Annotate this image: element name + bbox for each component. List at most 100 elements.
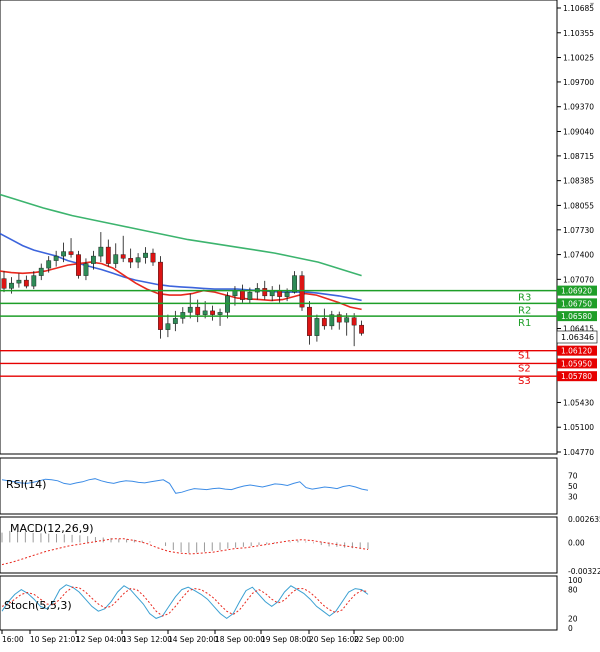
macd-axis-ticks: 0.002635 0.00 -0.00322 bbox=[568, 515, 600, 576]
stoch-tick-label: 20 bbox=[568, 614, 578, 623]
bear-candle bbox=[359, 324, 364, 334]
price-tick-label: 1.08055 bbox=[563, 201, 594, 210]
time-tick-label: 14 Sep 20:00 bbox=[168, 635, 218, 644]
price-tick-label: 1.06415 bbox=[563, 325, 594, 334]
price-tick-label: 1.05100 bbox=[563, 423, 594, 432]
bear-candle bbox=[120, 254, 126, 259]
price-pane-frame bbox=[0, 0, 558, 455]
rsi-tick-label: 50 bbox=[568, 482, 578, 491]
price-tick-label: 1.10025 bbox=[563, 54, 594, 63]
bull-candle bbox=[187, 306, 193, 313]
bear-candle bbox=[307, 306, 312, 336]
price-tick-label: 1.04770 bbox=[563, 448, 594, 457]
bull-candle bbox=[46, 260, 52, 269]
bear-candle bbox=[351, 317, 357, 326]
price-pane[interactable]: 1.10685 1.10355 1.10025 1.09700 1.09370 1.090… bbox=[0, 0, 598, 457]
level-price-label: 1.05780 bbox=[561, 372, 592, 381]
macd-histogram bbox=[1, 530, 369, 554]
ma-slow-line bbox=[0, 193, 362, 277]
bear-candle bbox=[150, 252, 156, 263]
bear-candle bbox=[105, 246, 111, 264]
time-tick-label: 20 Sep 16:00 bbox=[309, 635, 359, 644]
bull-candle bbox=[53, 255, 59, 261]
level-price-label: 1.05950 bbox=[561, 359, 592, 368]
bull-candle bbox=[98, 246, 104, 257]
bear-candle bbox=[336, 314, 342, 323]
level-price-label: 1.06120 bbox=[561, 347, 592, 356]
price-tick-label: 1.09370 bbox=[563, 103, 594, 112]
bear-candle bbox=[262, 288, 268, 297]
bull-candle bbox=[180, 312, 186, 319]
macd-pane[interactable]: 0.002635 0.00 -0.00322 MACD(12,26,9) bbox=[0, 515, 600, 576]
bear-candle bbox=[321, 318, 327, 327]
price-tick-label: 1.08385 bbox=[563, 177, 594, 186]
price-tick-label: 1.07070 bbox=[563, 275, 594, 284]
macd-signal-line bbox=[1, 538, 369, 566]
stoch-tick-label: 80 bbox=[568, 586, 578, 595]
macd-tick-label: 0.002635 bbox=[568, 515, 600, 524]
level-name-s2: S2 bbox=[518, 363, 531, 374]
price-tick-label: 1.10685 bbox=[563, 4, 594, 13]
bull-candle bbox=[143, 252, 148, 258]
stoch-pane-frame bbox=[0, 575, 558, 631]
price-tick-label: 1.05430 bbox=[563, 398, 594, 407]
rsi-line bbox=[1, 478, 369, 494]
price-tick-label: 1.10355 bbox=[563, 29, 594, 38]
bull-candle bbox=[247, 291, 253, 300]
stoch-tick-label: 0 bbox=[568, 624, 573, 633]
bull-candle bbox=[61, 251, 67, 257]
bull-candle bbox=[83, 263, 89, 276]
bear-candle bbox=[239, 290, 245, 300]
bear-candle bbox=[158, 261, 163, 330]
collapse-icon[interactable]: ▾ bbox=[590, 0, 594, 9]
rsi-tick-label: 30 bbox=[568, 492, 578, 501]
bear-candle bbox=[277, 290, 283, 297]
price-tick-label: 1.07400 bbox=[563, 251, 594, 260]
stoch-label: Stoch(5,5,3) bbox=[4, 599, 72, 612]
support-resistance-levels: R3 1.06920 R2 1.06750 R1 1.06580 S1 1.06120 S2 1.… bbox=[0, 285, 597, 387]
bull-candle bbox=[232, 290, 238, 297]
time-tick-label: 19 Sep 08:00 bbox=[261, 635, 311, 644]
bull-candle bbox=[172, 318, 178, 324]
bull-candle bbox=[113, 254, 119, 264]
level-name-r1: R1 bbox=[518, 318, 531, 329]
bull-candle bbox=[329, 314, 335, 327]
level-price-label: 1.06750 bbox=[561, 299, 592, 308]
time-tick-label: 13 Sep 12:00 bbox=[122, 635, 172, 644]
price-tick-label: 1.08715 bbox=[563, 152, 594, 161]
bear-candle bbox=[210, 310, 215, 315]
bear-candle bbox=[195, 306, 201, 315]
macd-tick-label: 0.00 bbox=[568, 538, 585, 547]
bull-candle bbox=[314, 318, 320, 336]
stoch-tick-label: 100 bbox=[568, 576, 583, 585]
time-tick-label: 10 Sep 21:01 bbox=[30, 635, 80, 644]
candlesticks bbox=[1, 232, 364, 347]
level-price-tag bbox=[557, 345, 597, 356]
bull-candle bbox=[9, 282, 14, 289]
bull-candle bbox=[31, 275, 37, 287]
macd-label: MACD(12,26,9) bbox=[10, 522, 94, 535]
bear-candle bbox=[76, 254, 81, 276]
level-price-label: 1.06920 bbox=[561, 287, 592, 296]
time-tick-label: 18 Sep 00:00 bbox=[215, 635, 265, 644]
time-tick-label: 12 Sep 04:00 bbox=[76, 635, 126, 644]
price-tick-label: 1.09700 bbox=[563, 78, 594, 87]
level-price-tag bbox=[557, 358, 597, 369]
bull-candle bbox=[202, 310, 208, 315]
price-tick-label: 1.07730 bbox=[563, 226, 594, 235]
macd-pane-frame bbox=[0, 516, 558, 574]
level-name-r3: R3 bbox=[518, 293, 531, 304]
bull-candle bbox=[269, 290, 275, 297]
bull-candle bbox=[135, 257, 141, 263]
bull-candle bbox=[90, 255, 96, 264]
rsi-tick-label: 70 bbox=[568, 472, 578, 481]
bull-candle bbox=[292, 275, 297, 293]
level-price-tag bbox=[557, 371, 597, 382]
price-axis-ticks: 1.10685 1.10355 1.10025 1.09700 1.09370 1.090… bbox=[557, 4, 594, 457]
